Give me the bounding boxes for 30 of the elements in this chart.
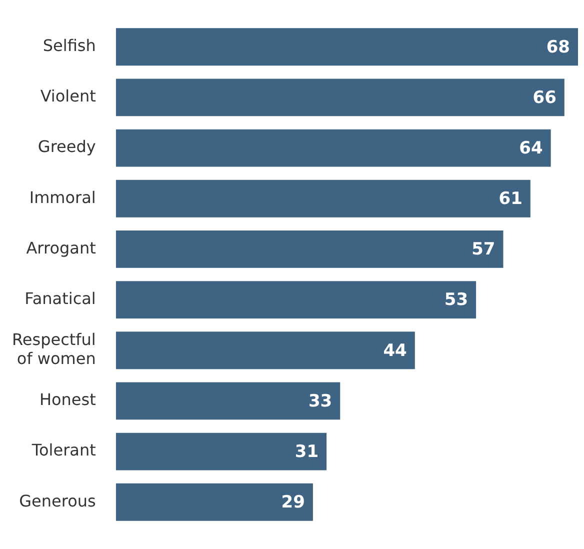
data-label: 33: [308, 391, 332, 412]
data-label: 61: [498, 189, 522, 210]
bar: [116, 230, 504, 268]
bar: [116, 432, 327, 470]
y-tick-label: Tolerant: [30, 440, 96, 460]
y-tick-label: Arrogant: [26, 238, 96, 258]
y-tick-label: Immoral: [29, 188, 96, 207]
y-tick-label: Generous: [19, 491, 96, 510]
data-label: 68: [546, 37, 570, 58]
bar: [116, 382, 340, 420]
data-label: 64: [519, 138, 543, 158]
data-label: 29: [281, 492, 305, 513]
bar: [116, 129, 551, 167]
y-tick-label: Respectful of women: [12, 330, 96, 368]
bar: [116, 78, 564, 116]
bar: [116, 483, 313, 521]
bar: [116, 332, 415, 370]
bar: [116, 281, 476, 319]
y-tick-label: Honest: [39, 390, 96, 410]
data-label: 66: [532, 88, 556, 108]
data-label: 57: [472, 240, 496, 260]
y-tick-label: Violent: [40, 86, 96, 106]
y-tick-label: Selfish: [42, 36, 96, 56]
bar: [116, 180, 530, 218]
data-label: 44: [383, 340, 408, 361]
data-label: 31: [294, 442, 319, 462]
y-tick-label: Fanatical: [24, 288, 96, 308]
y-tick-label: Greedy: [38, 137, 96, 156]
data-label: 53: [444, 290, 468, 310]
bar: [116, 28, 578, 66]
